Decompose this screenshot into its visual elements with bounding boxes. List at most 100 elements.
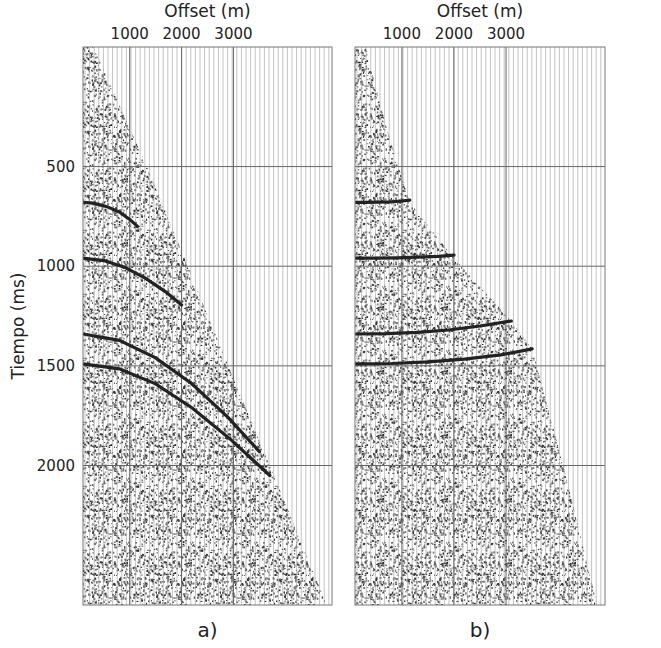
- x-tick-label: 1000: [111, 25, 149, 43]
- trace-line: [380, 47, 381, 605]
- x-axis-title: Offset (m): [437, 1, 523, 21]
- trace-line: [140, 47, 141, 605]
- trace-line: [154, 47, 155, 605]
- reflection-event: [83, 364, 270, 476]
- trace-line: [596, 47, 597, 605]
- x-axis-title: Offset (m): [164, 1, 250, 21]
- x-tick-label: 1000: [383, 25, 421, 43]
- trace-line: [508, 47, 509, 605]
- trace-line: [117, 47, 118, 605]
- trace-line: [536, 47, 537, 605]
- grid-line: [83, 465, 332, 466]
- trace-line: [264, 47, 265, 605]
- trace-line: [292, 47, 293, 605]
- trace-line: [177, 47, 178, 605]
- reflection-event: [355, 349, 532, 364]
- trace-line: [315, 47, 316, 605]
- plot-area: [355, 47, 605, 605]
- trace-line: [430, 47, 431, 605]
- trace-line: [269, 47, 270, 605]
- trace-line: [186, 47, 187, 605]
- trace-line: [126, 47, 127, 605]
- trace-line: [163, 47, 164, 605]
- plot-frame: [355, 47, 605, 605]
- trace-line: [195, 47, 196, 605]
- grid-line: [355, 266, 605, 267]
- trace-line: [462, 47, 463, 605]
- trace-line: [144, 47, 145, 605]
- trace-line: [550, 47, 551, 605]
- trace-line: [135, 47, 136, 605]
- trace-line: [223, 47, 224, 605]
- trace-line: [398, 47, 399, 605]
- trace-line: [246, 47, 247, 605]
- plot-bg: [83, 47, 332, 605]
- trace-line: [232, 47, 233, 605]
- y-tick-label: 500: [46, 158, 75, 176]
- trace-line: [591, 47, 592, 605]
- trace-line: [209, 47, 210, 605]
- grid-line: [401, 47, 402, 605]
- grid-line: [83, 365, 332, 366]
- trace-line: [541, 47, 542, 605]
- trace-line: [167, 47, 168, 605]
- trace-line: [121, 47, 122, 605]
- trace-line: [564, 47, 565, 605]
- trace-line: [250, 47, 251, 605]
- trace-line: [453, 47, 454, 605]
- trace-line: [370, 47, 371, 605]
- grid-line: [355, 365, 605, 366]
- trace-line: [204, 47, 205, 605]
- trace-line: [357, 47, 358, 605]
- trace-line: [499, 47, 500, 605]
- trace-line: [328, 47, 329, 605]
- panel: 100020003000500100015002000Offset (m)Tie…: [8, 1, 332, 642]
- trace-line: [278, 47, 279, 605]
- panel: 100020003000Offset (m)b): [355, 1, 605, 642]
- trace-line: [181, 47, 182, 605]
- trace-line: [527, 47, 528, 605]
- trace-line: [375, 47, 376, 605]
- trace-line: [98, 47, 99, 605]
- trace-line: [495, 47, 496, 605]
- trace-line: [273, 47, 274, 605]
- trace-line: [449, 47, 450, 605]
- trace-line: [131, 47, 132, 605]
- plot-frame: [83, 47, 332, 605]
- trace-line: [200, 47, 201, 605]
- trace-line: [513, 47, 514, 605]
- trace-line: [305, 47, 306, 605]
- grid-line: [129, 47, 130, 605]
- trace-line: [421, 47, 422, 605]
- trace-line: [259, 47, 260, 605]
- trace-line: [531, 47, 532, 605]
- x-tick-label: 3000: [214, 25, 252, 43]
- x-tick-label: 3000: [487, 25, 525, 43]
- trace-line: [310, 47, 311, 605]
- trace-line: [582, 47, 583, 605]
- grid-line: [355, 465, 605, 466]
- trace-line: [213, 47, 214, 605]
- trace-line: [94, 47, 95, 605]
- figure: 100020003000500100015002000Offset (m)Tie…: [0, 0, 661, 648]
- x-tick-label: 2000: [435, 25, 473, 43]
- trace-line: [190, 47, 191, 605]
- trace-line: [324, 47, 325, 605]
- trace-line: [296, 47, 297, 605]
- trace-line: [587, 47, 588, 605]
- trace-line: [600, 47, 601, 605]
- grid-line: [453, 47, 454, 605]
- trace-line: [172, 47, 173, 605]
- trace-line: [158, 47, 159, 605]
- trace-line: [108, 47, 109, 605]
- trace-line: [227, 47, 228, 605]
- trace-line: [241, 47, 242, 605]
- trace-line: [282, 47, 283, 605]
- trace-line: [149, 47, 150, 605]
- trace-line: [103, 47, 104, 605]
- trace-line: [518, 47, 519, 605]
- reflection-event: [83, 202, 138, 226]
- mute-region: [355, 47, 597, 605]
- trace-line: [458, 47, 459, 605]
- trace-line: [112, 47, 113, 605]
